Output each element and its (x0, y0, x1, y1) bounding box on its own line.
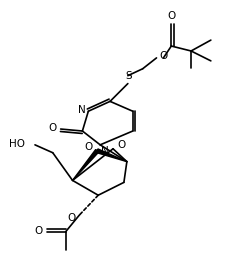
Text: O: O (167, 11, 176, 21)
Text: O: O (118, 140, 126, 150)
Text: O: O (35, 226, 43, 236)
Polygon shape (97, 149, 127, 162)
Text: HO: HO (9, 139, 25, 149)
Polygon shape (73, 149, 99, 180)
Text: O: O (67, 213, 76, 223)
Text: O: O (49, 123, 57, 133)
Text: N: N (78, 105, 85, 115)
Text: N: N (101, 146, 109, 156)
Text: O: O (84, 142, 92, 152)
Text: S: S (125, 71, 132, 81)
Text: O: O (159, 51, 167, 61)
